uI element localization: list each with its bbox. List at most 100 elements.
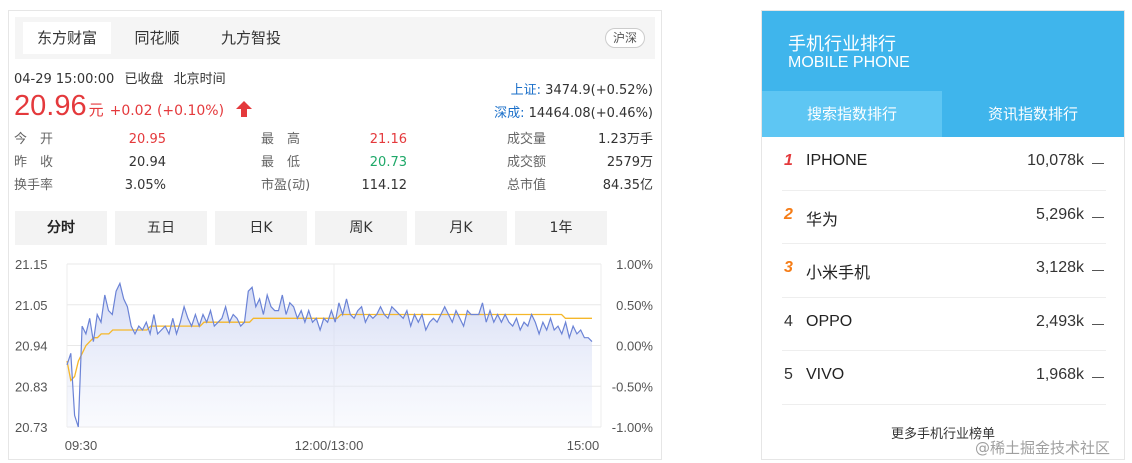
ranking-subtitle: MOBILE PHONE (788, 54, 910, 71)
rank-name: IPHONE (806, 152, 868, 169)
source-tabs: 东方财富 同花顺 九方智投 沪深 (15, 17, 655, 59)
price-area (67, 283, 592, 427)
x-tick-label: 09:30 (65, 438, 98, 453)
stat-high: 最 高 21.16 (261, 130, 407, 150)
stat-value: 20.94 (128, 155, 166, 170)
tab-jiufang[interactable]: 九方智投 (220, 29, 281, 47)
market-badge[interactable]: 沪深 (604, 28, 645, 48)
more-ranking-link[interactable]: 更多手机行业榜单 (890, 427, 995, 442)
quote-stats: 今 开 20.95 最 高 21.16 成交量 1.23万手 昨 收 20.94… (9, 130, 663, 200)
period-tabs: 分时 五日 日K 周K 月K 1年 (15, 211, 615, 245)
tab-one-year[interactable]: 1年 (515, 211, 607, 245)
intraday-chart[interactable]: 21.15 1.00% 21.05 0.50% 20.94 0.00% 20.83 -0.50… (9, 249, 663, 459)
ranking-title: 手机行业排行 (788, 34, 896, 55)
watermark: @稀土掘金技术社区 (974, 439, 1110, 457)
timezone-label: 北京时间 (173, 72, 226, 87)
list-item[interactable]: 5 VIVO 1,968k (782, 351, 1106, 405)
trend-flat-icon (1092, 270, 1104, 271)
stock-quote-card: 东方财富 同花顺 九方智投 沪深 04-29 15:00:00 已收盘 北京时间… (8, 10, 662, 460)
current-price: 20.96 (14, 90, 87, 122)
y-tick-label: 20.94 (15, 339, 48, 354)
index-shanghai[interactable]: 上证: 3474.9(+0.52%) (511, 79, 653, 98)
index-shenzhen-value: 14464.08(+0.46%) (528, 106, 653, 121)
stat-label: 成交额 (507, 155, 547, 170)
rank-number: 2 (784, 205, 793, 223)
stat-value: 114.12 (361, 178, 408, 193)
rank-value: 5,296k (1035, 205, 1084, 223)
stat-label: 市盈(动) (261, 178, 311, 193)
ranking-list: 1 IPHONE 10,078k 2 华为 5,296k 3 小米手机 3,12… (782, 137, 1106, 405)
ranking-card: 手机行业排行 MOBILE PHONE 搜索指数排行 资讯指数排行 1 IPHO… (761, 10, 1125, 460)
index-shanghai-value: 3474.9(+0.52%) (545, 83, 653, 98)
stat-value: 1.23万手 (598, 132, 653, 147)
stat-label: 最 低 (261, 155, 301, 170)
stat-label: 今 开 (14, 132, 54, 147)
market-status: 已收盘 (124, 72, 164, 87)
stat-low: 最 低 20.73 (261, 153, 407, 173)
y2-tick-label: 1.00% (616, 257, 653, 272)
stat-pe: 市盈(动) 114.12 (261, 176, 407, 196)
ranking-header: 手机行业排行 MOBILE PHONE (762, 11, 1124, 91)
rank-number: 3 (784, 259, 793, 276)
stat-value: 3.05% (124, 178, 166, 193)
stat-market-cap: 总市值 84.35亿 (507, 176, 653, 196)
tab-daily-k[interactable]: 日K (215, 211, 307, 245)
tab-search-index[interactable]: 搜索指数排行 (762, 91, 942, 137)
tab-intraday[interactable]: 分时 (15, 211, 107, 245)
stat-prev-close: 昨 收 20.94 (14, 153, 166, 173)
stat-label: 昨 收 (14, 155, 54, 170)
rank-name: 小米手机 (806, 265, 871, 282)
quote-datetime: 04-29 15:00:00 (14, 72, 115, 87)
list-item[interactable]: 3 小米手机 3,128k (782, 244, 1106, 298)
index-shenzhen[interactable]: 深成: 14464.08(+0.46%) (494, 102, 653, 121)
rank-number: 1 (784, 152, 793, 169)
rank-name: OPPO (806, 312, 853, 330)
tab-weekly-k[interactable]: 周K (315, 211, 407, 245)
trend-flat-icon (1092, 216, 1104, 218)
stat-label: 最 高 (261, 132, 301, 147)
stat-label: 换手率 (14, 178, 54, 193)
tab-monthly-k[interactable]: 月K (415, 211, 507, 245)
index-shenzhen-name: 深成: (494, 106, 525, 121)
quote-time-line: 04-29 15:00:00 已收盘 北京时间 (14, 68, 232, 87)
stat-value: 2579万 (606, 155, 653, 170)
rank-name: VIVO (806, 366, 845, 383)
rank-number: 4 (784, 312, 793, 330)
list-item[interactable]: 1 IPHONE 10,078k (782, 137, 1106, 191)
list-item[interactable]: 4 OPPO 2,493k (782, 298, 1106, 351)
y2-tick-label: 0.50% (616, 298, 653, 313)
list-item[interactable]: 2 华为 5,296k (782, 191, 1106, 244)
tab-eastmoney[interactable]: 东方财富 (23, 22, 111, 54)
trend-flat-icon (1092, 377, 1104, 378)
tab-five-day[interactable]: 五日 (115, 211, 207, 245)
price-line (66, 281, 593, 428)
price-row: 20.96 元 +0.02 (+0.10%) (14, 89, 253, 123)
price-unit: 元 (88, 101, 104, 119)
rank-number: 5 (784, 366, 793, 383)
rank-value: 10,078k (1027, 152, 1084, 169)
y2-tick-label: -1.00% (612, 420, 654, 435)
rank-name: 华为 (806, 211, 839, 229)
stat-value: 21.16 (369, 132, 407, 147)
rank-value: 3,128k (1035, 259, 1084, 276)
stat-volume: 成交量 1.23万手 (507, 130, 653, 150)
stat-value: 84.35亿 (602, 178, 653, 193)
stat-turnover-rate: 换手率 3.05% (14, 176, 166, 196)
tab-news-index[interactable]: 资讯指数排行 (942, 91, 1124, 137)
stat-turnover-amount: 成交额 2579万 (507, 153, 653, 173)
rank-value: 2,493k (1035, 312, 1084, 330)
rank-value: 1,968k (1035, 366, 1084, 383)
y-tick-label: 20.83 (15, 379, 48, 394)
y-tick-label: 21.15 (15, 257, 48, 272)
stat-value: 20.73 (369, 155, 407, 170)
y2-tick-label: 0.00% (616, 339, 653, 354)
y-tick-label: 21.05 (15, 298, 48, 313)
y-tick-label: 20.73 (15, 420, 48, 435)
tab-tonghuashun[interactable]: 同花顺 (134, 29, 180, 47)
x-tick-label: 12:00/13:00 (295, 438, 364, 453)
stat-label: 总市值 (507, 178, 547, 193)
up-arrow-icon (236, 101, 253, 117)
y2-tick-label: -0.50% (612, 379, 654, 394)
trend-flat-icon (1092, 163, 1104, 164)
price-change: +0.02 (+0.10%) (109, 103, 225, 119)
